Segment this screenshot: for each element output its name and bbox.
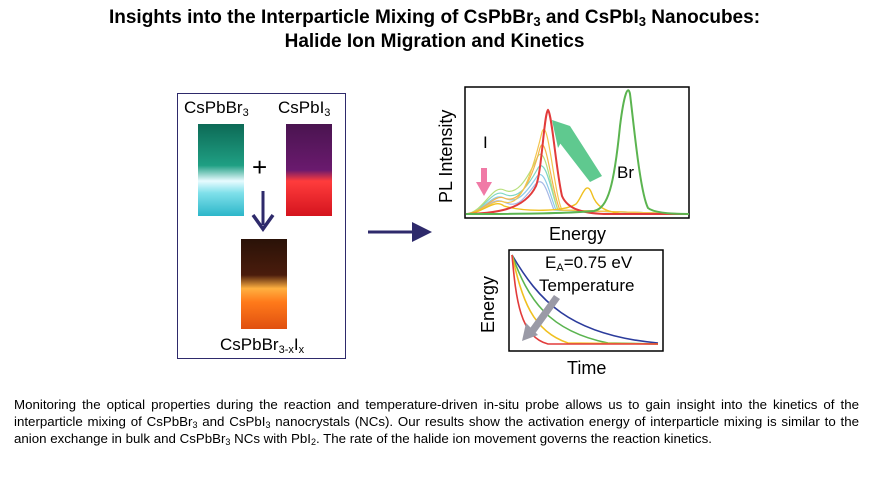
title-line-1: Insights into the Interparticle Mixing o… <box>108 7 761 29</box>
activation-energy-label: EA=0.75 eV <box>545 253 633 274</box>
pl-xlabel: Energy <box>549 224 607 244</box>
right-arrow-icon <box>368 222 432 242</box>
plus-sign: + <box>252 152 268 182</box>
cspbbr3-vial-image <box>198 124 244 216</box>
figure-title: Insights into the Interparticle Mixing o… <box>0 6 869 54</box>
mixed-product-vial-image <box>241 239 287 329</box>
kinetics-plot <box>508 249 664 352</box>
pl-ylabel: PL Intensity <box>436 109 456 203</box>
figure-caption: Monitoring the optical properties during… <box>14 397 859 447</box>
kinetics-ylabel: Energy <box>478 275 498 333</box>
cspbi3-vial-image <box>286 124 332 216</box>
down-arrow-icon <box>251 191 275 233</box>
title-line-2: Halide Ion Migration and Kinetics <box>284 31 585 52</box>
vial-label-cspbbr3: CsPbBr3 <box>184 98 249 119</box>
label-I: I <box>483 133 488 152</box>
vial-label-cspbi3: CsPbI3 <box>278 98 331 119</box>
label-Br: Br <box>617 163 634 182</box>
kinetics-xlabel: Time <box>567 358 607 378</box>
mixing-scheme-panel: CsPbBr3 CsPbI3 + <box>177 93 346 359</box>
product-label: CsPbBr3-xIx <box>220 335 305 356</box>
temperature-label: Temperature <box>539 276 635 295</box>
pl-spectra-plot <box>464 86 690 219</box>
